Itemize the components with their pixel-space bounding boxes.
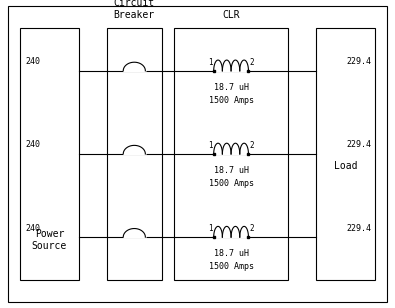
- Text: 2: 2: [250, 58, 254, 67]
- Text: Circuit
Breaker: Circuit Breaker: [114, 0, 155, 20]
- Text: 229.4: 229.4: [346, 140, 371, 149]
- Text: 240: 240: [26, 57, 41, 66]
- Text: 2: 2: [250, 141, 254, 150]
- Text: 1: 1: [208, 58, 213, 67]
- Text: Load: Load: [334, 161, 357, 171]
- Text: 229.4: 229.4: [346, 57, 371, 66]
- Text: 240: 240: [26, 140, 41, 149]
- Text: 229.4: 229.4: [346, 224, 371, 233]
- Text: 18.7 uH
1500 Amps: 18.7 uH 1500 Amps: [209, 249, 254, 271]
- Bar: [20, 28, 79, 280]
- Text: 240: 240: [26, 224, 41, 233]
- Text: 18.7 uH
1500 Amps: 18.7 uH 1500 Amps: [209, 166, 254, 188]
- Text: 1: 1: [208, 141, 213, 150]
- Text: Power
Source: Power Source: [32, 229, 67, 251]
- Text: 18.7 uH
1500 Amps: 18.7 uH 1500 Amps: [209, 83, 254, 105]
- Text: 2: 2: [250, 225, 254, 233]
- Bar: [107, 28, 162, 280]
- Bar: [174, 28, 288, 280]
- Text: 1: 1: [208, 225, 213, 233]
- Bar: [316, 28, 375, 280]
- Text: CLR: CLR: [222, 10, 240, 20]
